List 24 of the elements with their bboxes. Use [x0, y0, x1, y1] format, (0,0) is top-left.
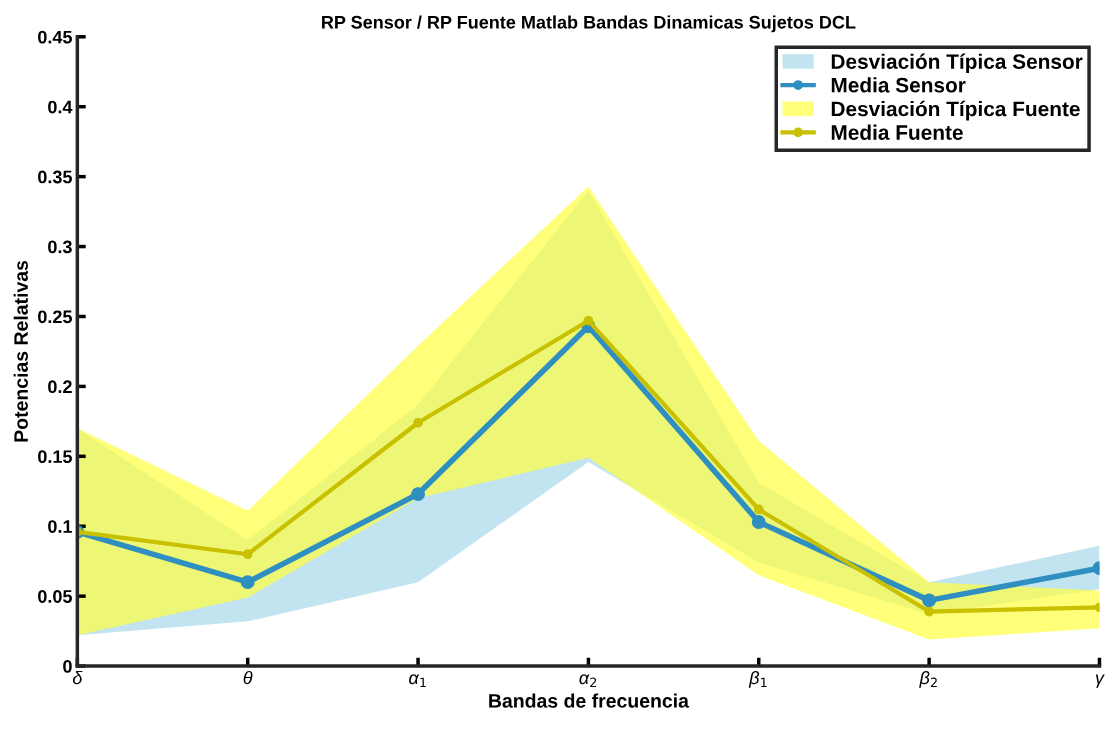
y-tick-label: 0.05: [38, 590, 72, 603]
y-tick-label: 0: [63, 660, 72, 673]
y-tick-label: 0.4: [48, 100, 73, 114]
legend-label: Desviación Típica Fuente: [831, 100, 1080, 121]
x-tick-label: β$_{1}$: [748, 670, 767, 688]
legend-label: Desviación Típica Sensor: [831, 53, 1083, 74]
x-tick-label: α$_{2}$: [579, 674, 597, 687]
y-axis-title: Potencias Relativas: [13, 260, 28, 442]
y-tick-label: 0.2: [48, 380, 72, 394]
y-tick-label: 0.1: [48, 520, 72, 533]
chart-title: RP Sensor / RP Fuente Matlab Bandas Dinamicas Sujetos DCL: [322, 15, 856, 33]
legend-label: Media Fuente: [831, 124, 963, 140]
x-tick-label: δ: [72, 670, 83, 685]
y-tick-label: 0.3: [48, 240, 72, 254]
legend-label: Media Sensor: [831, 77, 966, 93]
x-axis-title: Bandas de frecuencia: [489, 693, 690, 708]
x-tick-label: α$_{1}$: [409, 674, 426, 687]
x-tick-label: γ: [1095, 674, 1105, 688]
x-tick-label: θ: [243, 670, 253, 685]
x-tick-label: β$_{2}$: [919, 670, 937, 688]
y-tick-label: 0.45: [38, 30, 72, 44]
y-tick-label: 0.35: [38, 170, 72, 184]
y-tick-label: 0.15: [38, 450, 72, 464]
y-tick-label: 0.25: [38, 310, 72, 324]
